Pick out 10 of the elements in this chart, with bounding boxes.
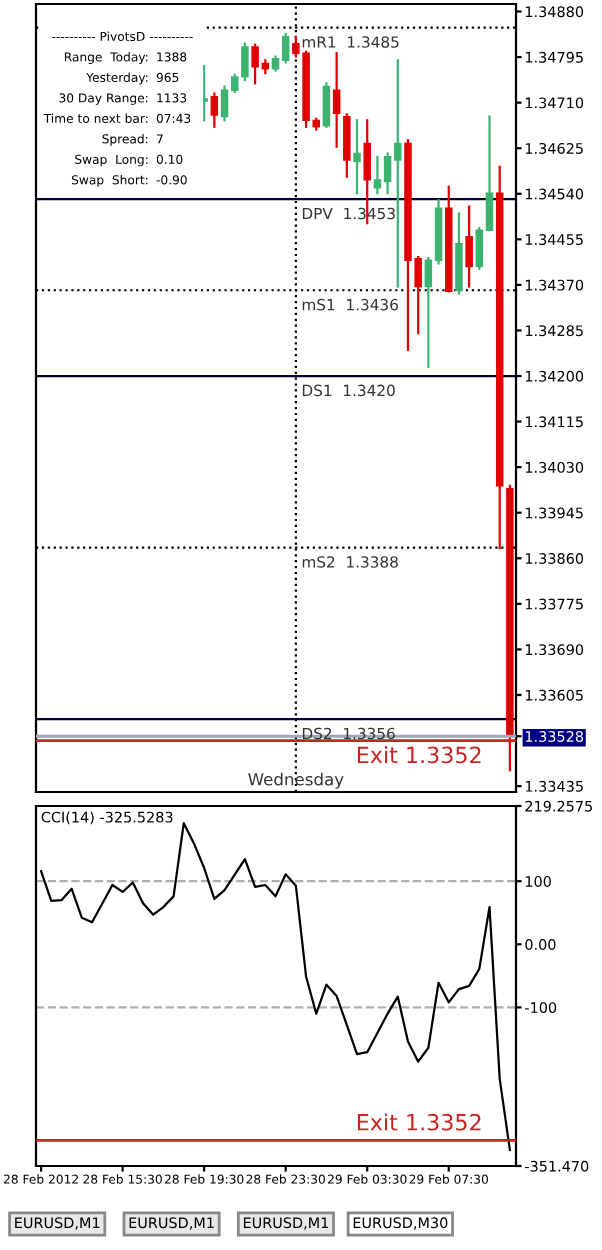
ref-line-label: Exit 1.3352 (357, 746, 481, 764)
candlestick (332, 52, 341, 148)
candlestick (465, 205, 473, 288)
candlestick (353, 119, 361, 195)
candlestick (343, 113, 351, 178)
candlestick (455, 212, 463, 295)
candlestick (322, 82, 331, 128)
candlestick (210, 92, 219, 128)
annotation: Wednesday (248, 772, 344, 789)
ref-line-label: Exit 1.3352 (357, 1113, 481, 1131)
